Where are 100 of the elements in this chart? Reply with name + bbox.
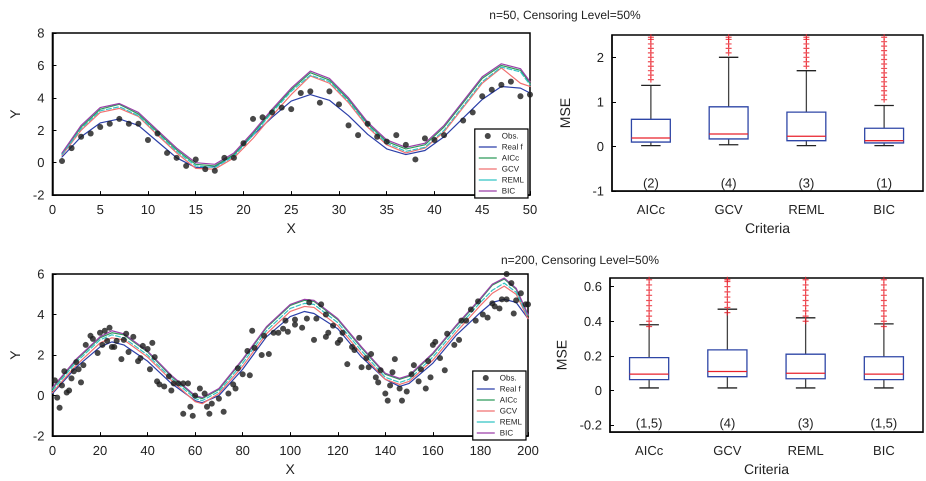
point <box>432 136 438 143</box>
point <box>470 109 476 116</box>
x-tick-label: 180 <box>470 443 492 458</box>
x-tick-label: GCV <box>714 202 744 218</box>
point <box>97 124 104 130</box>
y-tick-label: 0 <box>37 155 44 170</box>
x-tick-label: 60 <box>188 443 202 458</box>
x-tick-label: 5 <box>96 202 104 218</box>
x-tick-label: AICc <box>636 202 666 218</box>
text: n=200, Censoring Level=50% <box>500 253 660 267</box>
y-tick-label: 1 <box>596 94 604 110</box>
annotation: (3) <box>798 416 814 430</box>
x-tick-label: 140 <box>374 443 396 458</box>
annotation: (1) <box>876 176 892 190</box>
point <box>412 156 418 162</box>
y-tick-label: 4 <box>37 307 44 322</box>
y-tick-label: 2 <box>596 50 604 65</box>
point <box>288 106 294 112</box>
x-tick-label: BIC <box>873 443 895 458</box>
legend-label: BIC <box>502 186 516 196</box>
y-tick-label: 0 <box>594 383 602 398</box>
y-axis-title: MSE <box>554 340 570 370</box>
point <box>78 134 84 140</box>
point <box>307 88 314 94</box>
point <box>316 100 323 106</box>
x-axis-title: Criteria <box>744 220 790 236</box>
point <box>355 132 362 138</box>
x-tick-label: 10 <box>140 202 156 218</box>
point <box>364 120 371 127</box>
annotation: (4) <box>719 416 736 430</box>
point <box>250 116 256 122</box>
point <box>346 122 352 128</box>
y-tick-label: 0 <box>596 139 604 154</box>
point <box>192 156 199 162</box>
x-tick-label: 15 <box>188 202 203 218</box>
annotation: (3) <box>798 176 814 190</box>
y-tick-label: 0.6 <box>584 279 602 294</box>
y-tick-label: 6 <box>37 266 44 282</box>
y-tick-label: 2 <box>37 348 44 363</box>
x-axis-title: X <box>286 461 296 477</box>
point <box>106 120 113 127</box>
point <box>422 135 428 142</box>
y-tick-label: -2 <box>32 188 44 203</box>
x-tick-label: 40 <box>427 202 442 218</box>
annotation: (1,5) <box>870 416 898 430</box>
x-tick-label: REML <box>788 202 824 218</box>
point <box>336 101 342 108</box>
point <box>374 134 380 140</box>
x-tick-label: 0 <box>48 202 56 218</box>
x-tick-label: 25 <box>284 202 298 218</box>
legend-label: AICc <box>500 396 518 404</box>
legend-label: REML <box>502 176 525 184</box>
point <box>59 158 66 164</box>
legend-label: REML <box>500 418 523 426</box>
point <box>144 136 151 143</box>
y-axis-title: MSE <box>557 98 573 128</box>
point <box>174 154 180 161</box>
x-tick-label: 20 <box>92 443 108 458</box>
x-tick-label: 0 <box>48 443 56 458</box>
point <box>221 154 228 161</box>
x-tick-label: 100 <box>279 443 302 458</box>
legend-label: GCV <box>500 406 518 416</box>
point <box>460 118 466 124</box>
point <box>116 116 122 122</box>
x-tick-label: AICc <box>635 443 664 458</box>
point <box>384 138 390 145</box>
y-axis-title: Y <box>7 350 23 360</box>
y-tick-label: 2 <box>37 122 44 138</box>
annotation: (2) <box>642 176 659 190</box>
point <box>393 132 400 138</box>
point <box>508 78 514 85</box>
x-tick-label: 80 <box>235 443 250 458</box>
x-tick-label: 30 <box>332 202 346 218</box>
y-tick-label: -0.2 <box>580 418 602 433</box>
y-tick-label: -1 <box>592 184 604 199</box>
x-tick-label: 120 <box>326 443 349 458</box>
point <box>183 162 190 169</box>
y-axis-title: Y <box>7 108 23 119</box>
legend-label: Obs. <box>500 374 517 382</box>
point <box>269 109 276 116</box>
point <box>278 104 285 111</box>
legend-label: AICc <box>502 154 520 162</box>
point <box>260 114 266 120</box>
x-tick-label: 20 <box>236 202 251 218</box>
point <box>298 90 304 96</box>
point <box>202 166 208 172</box>
point <box>326 88 332 94</box>
y-tick-label: -2 <box>32 428 44 444</box>
x-tick-label: 200 <box>517 443 539 458</box>
point <box>126 120 132 127</box>
point <box>68 145 75 152</box>
point <box>479 93 486 100</box>
annotation: (4) <box>720 176 737 190</box>
text: n=50, Censoring Level=50% <box>489 8 642 22</box>
point <box>240 140 246 146</box>
y-tick-label: 0.2 <box>584 348 602 364</box>
y-tick-label: 8 <box>37 26 44 40</box>
point <box>527 92 533 98</box>
x-tick-label: GCV <box>713 443 742 458</box>
legend-label: Real f <box>502 142 524 152</box>
